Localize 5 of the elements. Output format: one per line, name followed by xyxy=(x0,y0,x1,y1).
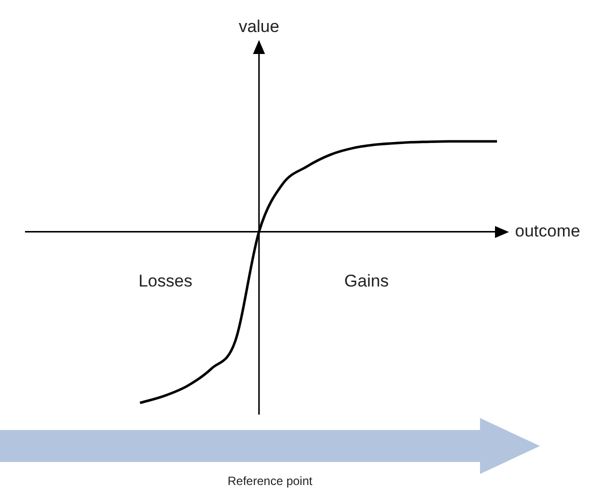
text: Reference point xyxy=(226,474,314,488)
text: value xyxy=(238,17,280,36)
annotation: Gains xyxy=(344,271,389,290)
annotation: Losses xyxy=(138,271,192,290)
x-axis-title: outcome xyxy=(515,221,580,240)
